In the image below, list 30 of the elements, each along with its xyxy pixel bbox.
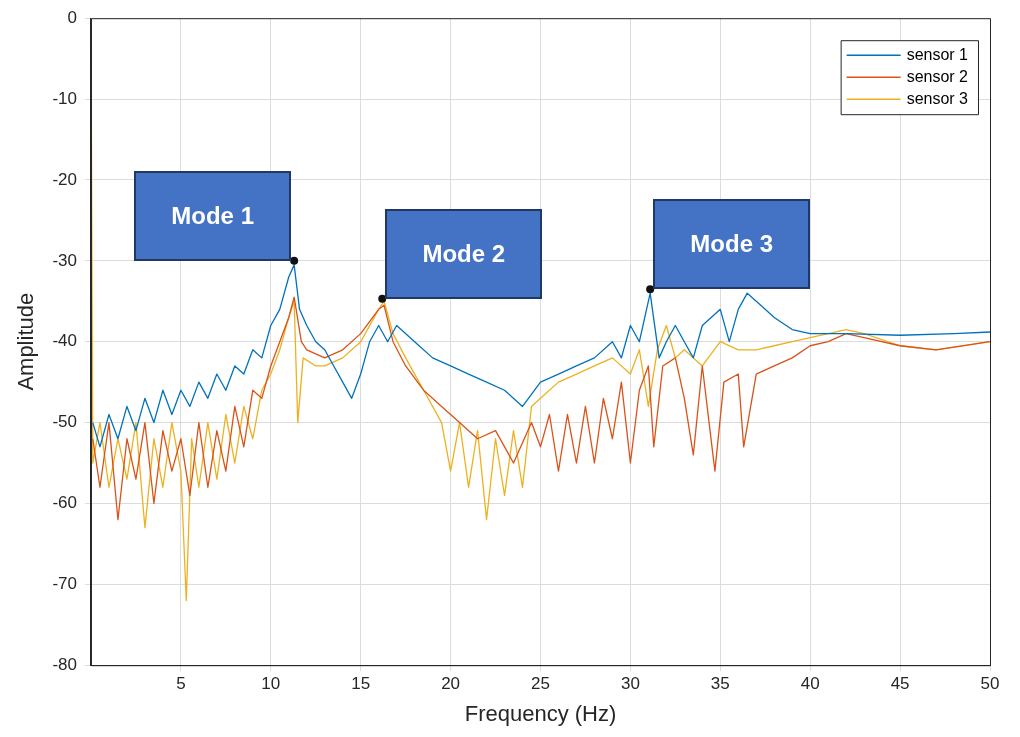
x-tick-label: 25 — [531, 674, 550, 694]
x-tick-label: 35 — [710, 674, 730, 694]
y-tick-label: 0 — [67, 7, 77, 27]
y-tick-label: -40 — [52, 331, 77, 351]
x-tick-label: 45 — [890, 674, 910, 694]
x-tick-label: 15 — [351, 674, 371, 694]
annotation: Mode 1 — [171, 201, 254, 230]
x-tick-label: 5 — [176, 674, 186, 694]
callout-box: Mode 3 — [653, 199, 811, 290]
callout-box: Mode 1 — [134, 170, 292, 261]
callout-box: Mode 2 — [385, 208, 543, 299]
y-tick-label: -80 — [52, 654, 77, 674]
y-tick-label: -20 — [52, 169, 77, 189]
legend-label: sensor 1 — [906, 45, 969, 63]
y-tick-label: -50 — [52, 412, 77, 432]
y-tick-label: -60 — [52, 493, 77, 513]
annotation: Mode 3 — [690, 230, 773, 259]
x-tick-label: 10 — [261, 674, 281, 694]
y-tick-label: -10 — [52, 88, 77, 108]
annotation: Mode 2 — [422, 239, 506, 268]
x-axis-title: Frequency (Hz) — [464, 700, 617, 726]
y-tick-label: -30 — [52, 250, 77, 270]
x-tick-label: 30 — [620, 674, 640, 694]
legend-label: sensor 3 — [906, 89, 969, 107]
y-axis-title: Amplitude — [13, 292, 39, 391]
x-tick-label: 20 — [441, 674, 461, 694]
legend-label: sensor 2 — [906, 67, 969, 85]
y-tick-label: -70 — [52, 574, 77, 594]
x-tick-label: 50 — [980, 674, 1000, 694]
x-tick-label: 40 — [800, 674, 820, 694]
